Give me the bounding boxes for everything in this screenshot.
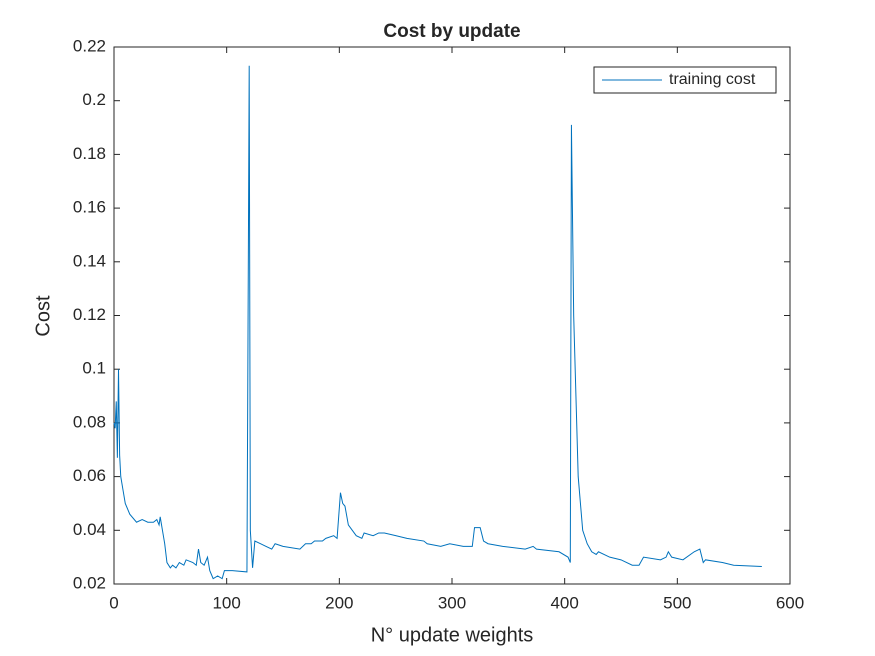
y-tick-label: 0.12 — [73, 305, 106, 324]
x-tick-label: 400 — [550, 593, 578, 612]
x-tick-label: 600 — [776, 593, 804, 612]
y-tick-label: 0.14 — [73, 251, 106, 270]
x-tick-label: 300 — [438, 593, 466, 612]
data-line — [113, 65, 762, 580]
legend-label: training cost — [669, 71, 756, 88]
y-tick-label: 0.02 — [73, 573, 106, 592]
y-tick-label: 0.2 — [82, 90, 106, 109]
y-tick-label: 0.04 — [73, 520, 106, 539]
x-axis-label: N° update weights — [371, 624, 534, 646]
x-tick-label: 200 — [325, 593, 353, 612]
y-tick-label: 0.08 — [73, 412, 106, 431]
y-tick-label: 0.16 — [73, 198, 106, 217]
y-tick-label: 0.1 — [82, 359, 106, 378]
x-tick-label: 100 — [212, 593, 240, 612]
y-axis-label: Cost — [32, 295, 54, 337]
x-tick-label: 500 — [663, 593, 691, 612]
x-tick-label: 0 — [109, 593, 118, 612]
y-tick-label: 0.22 — [73, 36, 106, 55]
y-tick-label: 0.18 — [73, 144, 106, 163]
chart-title: Cost by update — [383, 21, 520, 42]
y-tick-label: 0.06 — [73, 466, 106, 485]
